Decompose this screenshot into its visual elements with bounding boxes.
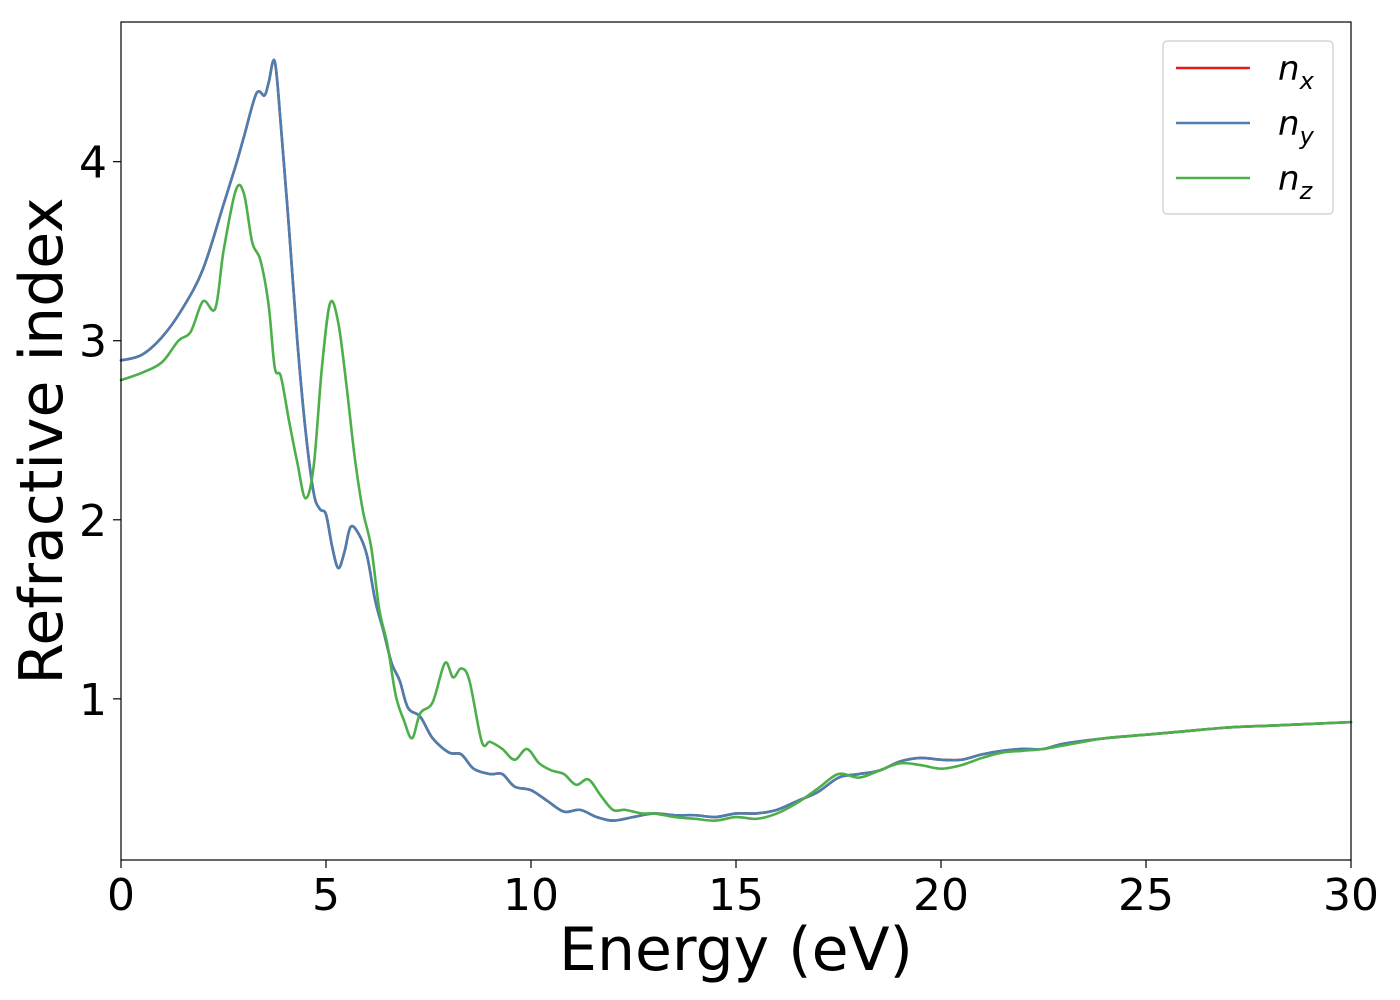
series-lines [119, 58, 1353, 822]
x-tick-label: 10 [503, 870, 559, 921]
y-tick-label: 1 [79, 675, 107, 726]
x-axis-title: Energy (eV) [559, 915, 913, 985]
y-axis-ticks: 1 2 3 4 [79, 138, 121, 726]
x-tick-label: 15 [708, 870, 764, 921]
y-tick-label: 4 [79, 138, 107, 189]
x-tick-label: 5 [312, 870, 340, 921]
y-tick-label: 3 [79, 317, 107, 368]
series-line-n-y [119, 58, 1353, 822]
series-line-n-z [119, 183, 1353, 822]
y-tick-label: 2 [79, 496, 107, 547]
legend: nx ny nz [1162, 40, 1334, 215]
x-tick-label: 20 [913, 870, 969, 921]
legend-box [1162, 40, 1334, 215]
legend-label-n-x: nx [1278, 49, 1315, 95]
y-axis-title: Refractive index [7, 197, 77, 684]
x-axis-ticks: 0 5 10 15 20 25 30 [107, 860, 1379, 921]
x-tick-label: 30 [1323, 870, 1379, 921]
legend-label-n-y: ny [1278, 104, 1315, 150]
x-tick-label: 25 [1118, 870, 1174, 921]
x-tick-label: 0 [107, 870, 135, 921]
legend-label-n-z: nz [1278, 159, 1314, 205]
